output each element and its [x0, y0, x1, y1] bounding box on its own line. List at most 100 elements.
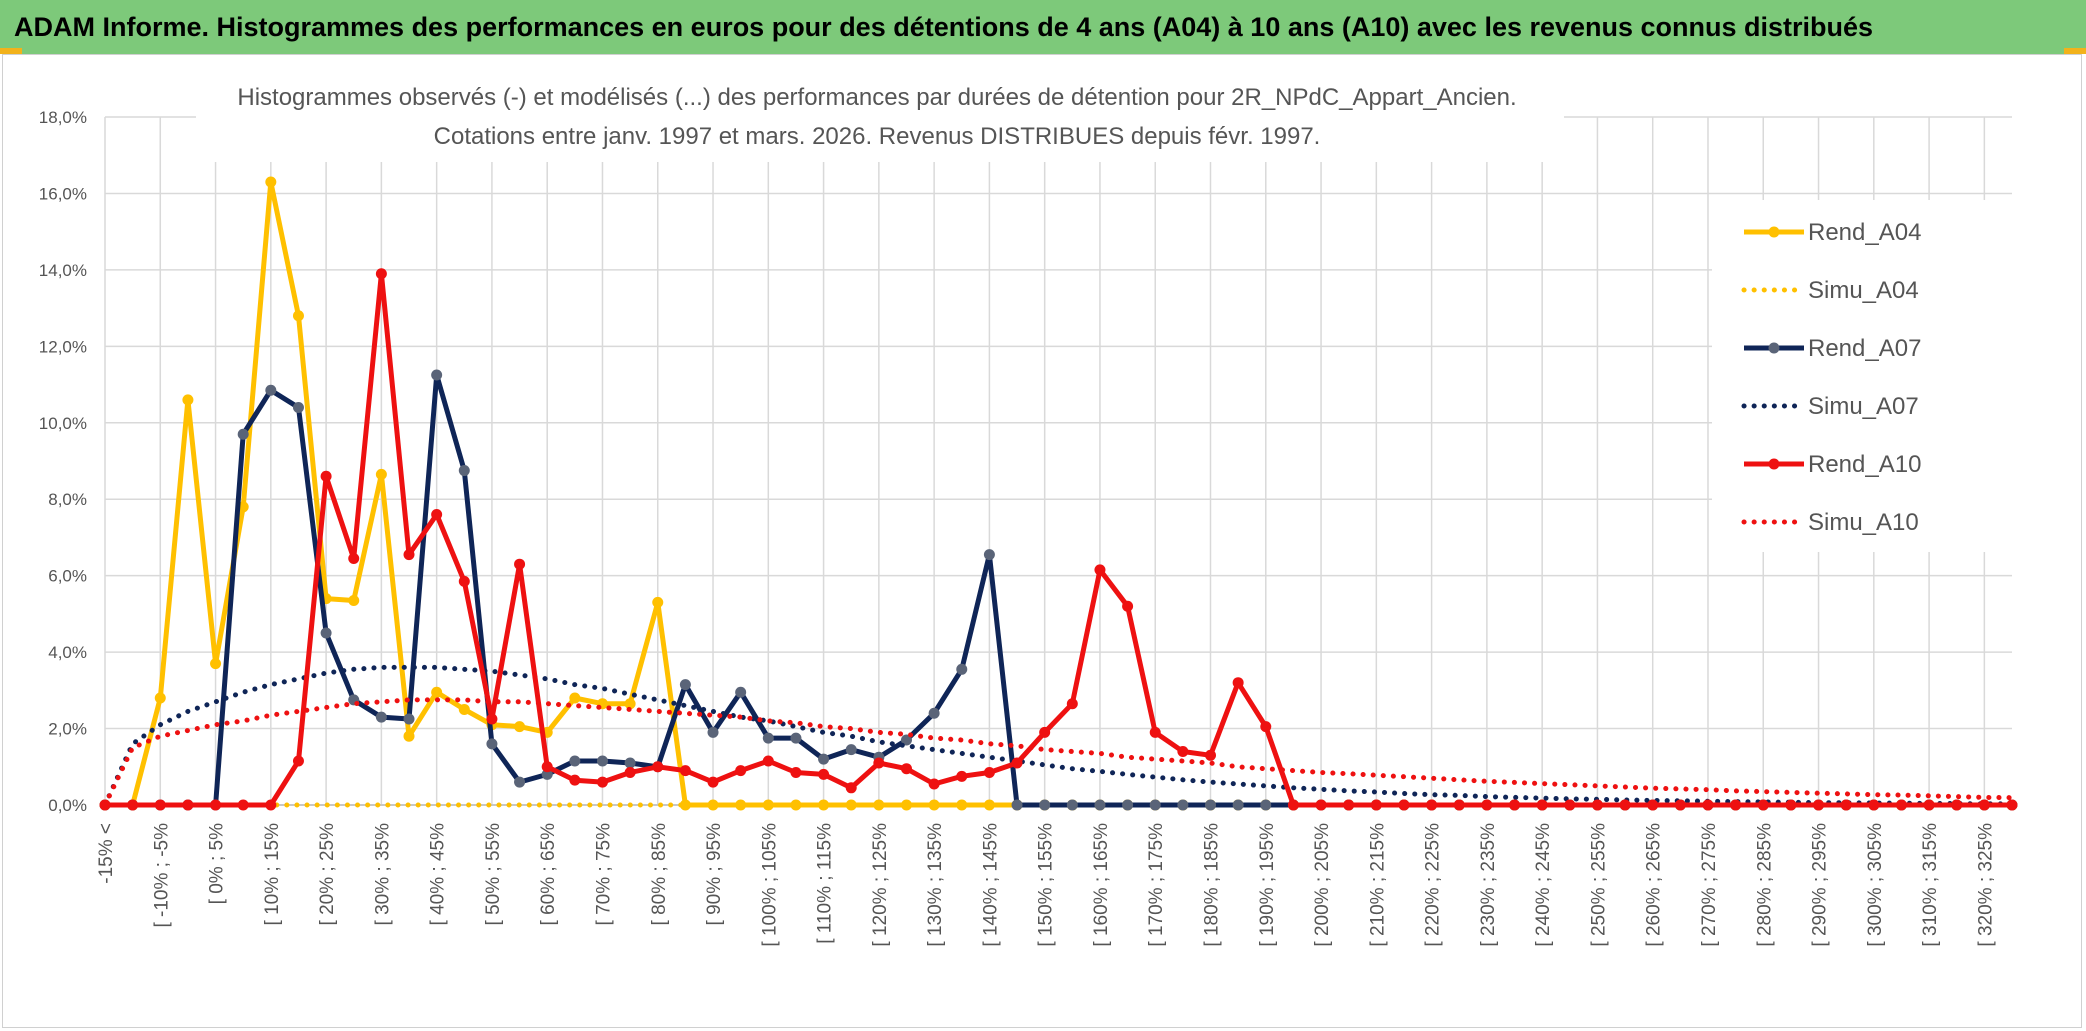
data-point-Rend_A10: [1149, 726, 1161, 738]
x-tick-label: [ 200% ; 205%: [1312, 823, 1333, 947]
x-tick-label: [ 260% ; 265%: [1644, 823, 1665, 947]
data-point-Rend_A07: [486, 738, 498, 750]
x-tick-label: [ 220% ; 225%: [1423, 823, 1444, 947]
data-point-Rend_A07: [790, 732, 802, 744]
x-tick-label: [ 70% ; 75%: [593, 823, 614, 926]
legend-marker-Rend_A07: [1768, 342, 1780, 354]
legend: Rend_A04 Simu_A04 Rend_A07 Simu_A07 Rend_A10…: [1741, 219, 1921, 536]
data-point-Rend_A07: [1039, 799, 1051, 811]
data-point-Rend_A07: [735, 686, 747, 698]
data-point-Rend_A04: [624, 698, 636, 710]
x-tick-label: [ 130% ; 135%: [925, 823, 946, 947]
data-point-Rend_A04: [154, 692, 166, 704]
data-point-Rend_A04: [375, 468, 387, 480]
data-point-Rend_A10: [182, 799, 194, 811]
report-banner: ADAM Informe. Histogrammes des performan…: [0, 0, 2086, 54]
data-point-Rend_A10: [1536, 799, 1548, 811]
legend-marker-Rend_A04: [1768, 226, 1780, 238]
series-line-Rend_A10: [105, 271, 2012, 808]
x-tick-label: [ 250% ; 255%: [1588, 823, 1609, 947]
data-point-Rend_A04: [873, 799, 885, 811]
series-line-Simu_A07: [102, 664, 2015, 808]
data-point-Rend_A10: [1177, 745, 1189, 757]
x-tick-label: [ 140% ; 145%: [980, 823, 1001, 947]
y-tick-label: 6,0%: [48, 567, 87, 586]
legend-label-Rend_A04: Rend_A04: [1808, 219, 1921, 246]
data-point-Rend_A10: [431, 509, 443, 521]
data-point-Rend_A07: [1177, 799, 1189, 811]
data-point-Rend_A07: [431, 369, 443, 381]
y-axis-tick-labels: 0,0% 2,0% 4,0% 6,0% 8,0% 10,0% 12,0% 14,0% 16,0%…: [39, 108, 87, 815]
data-point-Rend_A10: [1840, 799, 1852, 811]
data-point-Rend_A07: [596, 755, 608, 767]
report-title: ADAM Informe. Histogrammes des performan…: [14, 11, 1874, 42]
data-point-Rend_A04: [292, 310, 304, 322]
x-tick-label: -15% <: [96, 823, 117, 884]
data-point-Rend_A04: [210, 658, 222, 670]
y-tick-label: 10,0%: [39, 414, 87, 433]
data-point-Rend_A10: [679, 765, 691, 777]
data-point-Rend_A10: [154, 799, 166, 811]
x-tick-label: [ 230% ; 235%: [1478, 823, 1499, 947]
data-point-Rend_A10: [1287, 799, 1299, 811]
x-tick-label: [ 40% ; 45%: [428, 823, 449, 926]
data-point-Rend_A07: [624, 757, 636, 769]
data-point-Rend_A10: [652, 761, 664, 773]
series-line-Simu_A10: [102, 697, 2015, 808]
data-point-Rend_A10: [1122, 600, 1134, 612]
y-tick-label: 4,0%: [48, 643, 87, 662]
data-point-Rend_A10: [1509, 799, 1521, 811]
data-point-Rend_A10: [514, 558, 526, 570]
y-tick-label: 0,0%: [48, 796, 87, 815]
data-point-Rend_A10: [375, 268, 387, 280]
x-tick-label: [ 30% ; 35%: [372, 823, 393, 926]
data-point-Rend_A10: [1315, 799, 1327, 811]
y-tick-label: 8,0%: [48, 490, 87, 509]
data-point-Rend_A10: [1785, 799, 1797, 811]
data-point-Rend_A10: [320, 470, 332, 482]
x-tick-label: [ 180% ; 185%: [1202, 823, 1223, 947]
data-point-Rend_A10: [1039, 726, 1051, 738]
data-point-Rend_A07: [983, 549, 995, 561]
data-point-Rend_A10: [1011, 757, 1023, 769]
data-point-Rend_A10: [1564, 799, 1576, 811]
data-point-Rend_A10: [210, 799, 222, 811]
data-point-Rend_A07: [928, 707, 940, 719]
data-point-Rend_A10: [1205, 749, 1217, 761]
data-point-Rend_A10: [707, 776, 719, 788]
data-point-Rend_A04: [652, 596, 664, 608]
data-point-Rend_A10: [2006, 799, 2018, 811]
data-point-Rend_A07: [900, 734, 912, 746]
data-point-Rend_A10: [1923, 799, 1935, 811]
y-tick-label: 18,0%: [39, 108, 87, 127]
data-point-Rend_A10: [486, 713, 498, 725]
data-point-Rend_A10: [1730, 799, 1742, 811]
data-point-Rend_A04: [403, 730, 415, 742]
data-point-Rend_A10: [237, 799, 249, 811]
x-tick-label: [ 90% ; 95%: [704, 823, 725, 926]
data-point-Rend_A04: [790, 799, 802, 811]
x-tick-label: [ 80% ; 85%: [649, 823, 670, 926]
title-background: [196, 76, 1564, 162]
data-point-Rend_A10: [403, 549, 415, 561]
data-point-Rend_A10: [1232, 677, 1244, 689]
x-tick-label: [ 240% ; 245%: [1533, 823, 1554, 947]
data-point-Rend_A10: [1619, 799, 1631, 811]
x-tick-label: [ 280% ; 285%: [1754, 823, 1775, 947]
data-point-Rend_A07: [541, 768, 553, 780]
data-point-Rend_A10: [596, 776, 608, 788]
data-point-Rend_A10: [265, 799, 277, 811]
data-point-Rend_A10: [569, 774, 581, 786]
data-point-Rend_A07: [818, 753, 830, 765]
legend-label-Rend_A10: Rend_A10: [1808, 451, 1921, 478]
x-tick-label: [ 20% ; 25%: [317, 823, 338, 926]
x-tick-label: [ 0% ; 5%: [207, 823, 228, 904]
data-point-Rend_A04: [431, 686, 443, 698]
data-point-Rend_A10: [1370, 799, 1382, 811]
data-point-Rend_A04: [679, 799, 691, 811]
data-point-Rend_A10: [348, 552, 360, 564]
data-point-Rend_A04: [762, 799, 774, 811]
data-point-Rend_A10: [1951, 799, 1963, 811]
y-tick-label: 14,0%: [39, 261, 87, 280]
